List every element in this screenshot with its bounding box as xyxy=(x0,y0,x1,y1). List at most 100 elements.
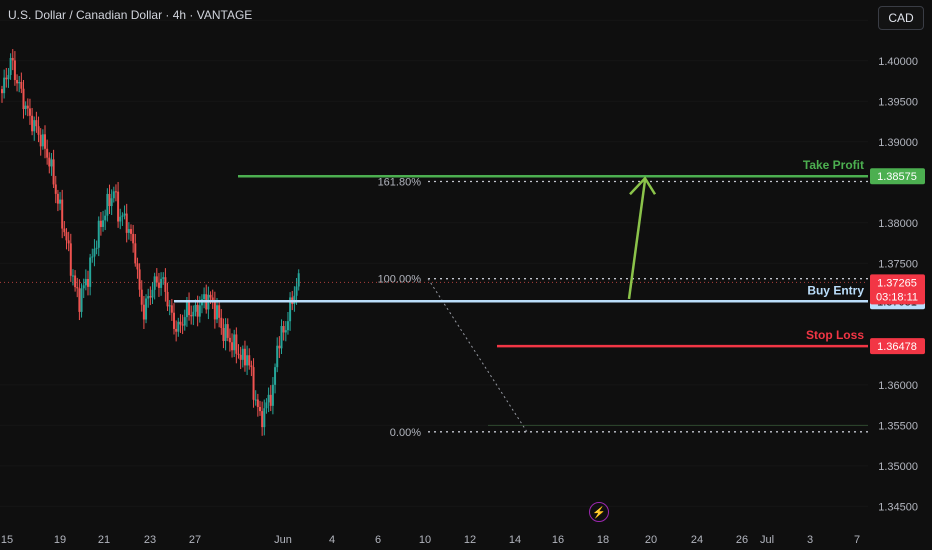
candle-body xyxy=(20,82,23,89)
candle-body xyxy=(256,399,259,407)
candle-body xyxy=(237,353,240,355)
candle-body xyxy=(5,77,8,80)
candle-body xyxy=(282,326,285,333)
current-price-value: 1.37265 xyxy=(877,277,917,289)
take-profit-price-tag xyxy=(870,168,925,185)
fib-label: 161.80% xyxy=(378,176,422,188)
candle-body xyxy=(284,330,287,333)
candle-body xyxy=(134,243,137,264)
candle-body xyxy=(33,120,36,132)
x-tick-label: 6 xyxy=(375,534,381,546)
bolt-icon[interactable]: ⚡ xyxy=(589,502,609,522)
candle-body xyxy=(222,327,225,341)
x-tick-label: 14 xyxy=(509,534,521,546)
chart-axes: 1.405001.400001.395001.390001.380001.375… xyxy=(1,15,925,546)
candle-body xyxy=(99,220,102,227)
candle-body xyxy=(241,348,244,360)
x-tick-label: 16 xyxy=(552,534,564,546)
candle-body xyxy=(91,256,94,258)
x-tick-label: Jun xyxy=(274,534,292,546)
candle-body xyxy=(157,282,160,288)
candle-body xyxy=(69,243,72,276)
candle-body xyxy=(74,275,77,288)
candle-body xyxy=(97,220,100,248)
candle-body xyxy=(119,216,122,222)
candle-body xyxy=(228,337,231,343)
current-price-tag xyxy=(870,274,925,305)
candle-body xyxy=(243,348,246,366)
candle-body xyxy=(16,80,19,84)
candle-body xyxy=(183,317,186,326)
fib-anchor-line xyxy=(427,278,528,433)
y-tick-label: 1.39000 xyxy=(878,137,918,149)
candle-body xyxy=(278,345,281,349)
candle-body xyxy=(276,345,279,368)
candle-body xyxy=(209,294,212,298)
candle-body xyxy=(295,286,298,296)
candle-body xyxy=(181,324,184,326)
candle-body xyxy=(168,305,171,307)
candle-body xyxy=(71,275,74,277)
candle-body xyxy=(226,324,229,338)
chart-grid xyxy=(0,19,868,507)
candle-body xyxy=(35,120,38,127)
candle-body xyxy=(41,134,44,147)
candle-body xyxy=(220,317,223,328)
candle-body xyxy=(11,57,14,61)
x-tick-label: 12 xyxy=(464,534,476,546)
candle-body xyxy=(149,296,152,298)
candle-body xyxy=(9,57,12,76)
y-tick-label: 1.35000 xyxy=(878,461,918,473)
chart-overlays: 161.80% 100.00% 0.00% Take Profit Buy Entry S… xyxy=(0,158,868,439)
candle-body xyxy=(269,394,272,406)
x-tick-label: 10 xyxy=(419,534,431,546)
candle-body xyxy=(50,159,53,167)
candle-body xyxy=(13,60,16,81)
candle-body xyxy=(125,213,128,233)
candle-body xyxy=(80,288,83,312)
candle-body xyxy=(67,240,70,244)
candle-body xyxy=(95,247,98,249)
x-tick-label: 7 xyxy=(854,534,860,546)
candle-body xyxy=(114,191,117,193)
candle-body xyxy=(76,287,79,289)
candle-body xyxy=(188,301,191,316)
fib-label: 0.00% xyxy=(390,427,421,439)
candle-body xyxy=(28,108,31,116)
candle-body xyxy=(175,328,178,332)
candle-body xyxy=(82,285,85,289)
candle-body xyxy=(162,277,165,279)
currency-button[interactable]: CAD xyxy=(878,6,924,30)
x-tick-label: Jul xyxy=(760,534,774,546)
candle-body xyxy=(140,289,143,305)
candle-body xyxy=(173,312,175,329)
fib-label: 100.00% xyxy=(378,274,422,286)
candle-body xyxy=(267,394,270,403)
y-tick-label: 1.38000 xyxy=(878,218,918,230)
candle-body xyxy=(160,278,163,288)
candle-body xyxy=(22,88,25,110)
candle-body xyxy=(108,193,111,207)
candle-body xyxy=(155,276,158,283)
candle-body xyxy=(239,354,242,360)
x-tick-label: 15 xyxy=(1,534,13,546)
candle-body xyxy=(151,289,154,298)
candle-body xyxy=(147,296,150,299)
candle-body xyxy=(286,321,289,331)
candle-body xyxy=(259,406,261,412)
candle-body xyxy=(297,273,300,287)
stop-loss-price-tag xyxy=(870,338,925,355)
candle-body xyxy=(63,228,66,233)
buy-entry-label: Buy Entry xyxy=(807,283,864,297)
x-tick-label: 18 xyxy=(597,534,609,546)
candle-body xyxy=(65,232,68,241)
x-tick-label: 24 xyxy=(691,534,703,546)
candle-body xyxy=(235,334,238,354)
candle-body xyxy=(198,305,201,317)
candle-body xyxy=(3,77,6,94)
candle-body xyxy=(93,248,96,257)
candle-body xyxy=(153,276,156,290)
candle-body xyxy=(274,367,277,385)
candle-body xyxy=(254,399,257,401)
